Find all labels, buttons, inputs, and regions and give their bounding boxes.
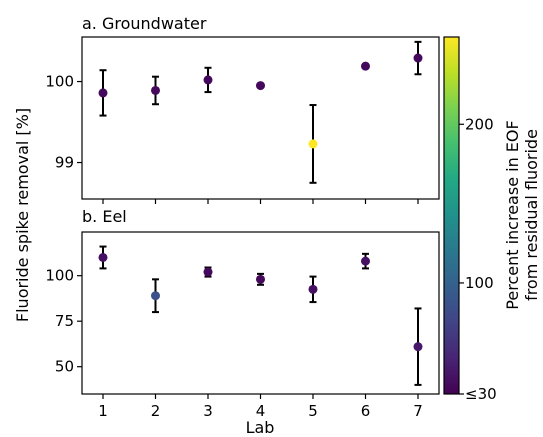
x-tick-label: 2 bbox=[151, 402, 161, 420]
x-tick-label: 3 bbox=[203, 402, 213, 420]
x-tick-label: 4 bbox=[256, 402, 266, 420]
data-point bbox=[256, 81, 265, 91]
panel-b-points bbox=[98, 252, 423, 352]
panel-a-y-ticks: 99 100 bbox=[45, 73, 82, 172]
y-tick-label: 100 bbox=[45, 267, 74, 285]
panel-a-title: a. Groundwater bbox=[82, 14, 207, 33]
colorbar-tick-label: 200 bbox=[465, 115, 494, 133]
data-point bbox=[413, 342, 423, 352]
data-point bbox=[256, 274, 265, 284]
panel-b-error-bars bbox=[99, 245, 422, 386]
colorbar-gradient bbox=[444, 37, 459, 394]
y-tick-label: 100 bbox=[45, 73, 74, 91]
y-axis-label: Fluoride spike removal [%] bbox=[13, 108, 32, 322]
data-point bbox=[98, 252, 108, 262]
x-tick-label: 7 bbox=[413, 402, 423, 420]
panel-a-x-ticks bbox=[102, 199, 419, 204]
x-axis-label: Lab bbox=[246, 418, 275, 437]
data-point bbox=[203, 75, 213, 85]
x-tick-label: 1 bbox=[98, 402, 108, 420]
y-tick-label: 50 bbox=[55, 358, 74, 376]
colorbar-label-line2: from residual fluoride bbox=[522, 129, 541, 301]
panel-groundwater: a. Groundwater 99 100 bbox=[45, 14, 440, 204]
panel-a-frame bbox=[81, 36, 440, 200]
panel-b-x-ticks: 1 2 3 4 5 6 7 bbox=[98, 394, 423, 420]
panel-a-points bbox=[98, 53, 423, 149]
colorbar-frame bbox=[443, 36, 460, 395]
y-tick-label: 99 bbox=[55, 154, 74, 172]
colorbar: ≤30 100 200 Percent increase in EOF from r… bbox=[443, 36, 541, 403]
colorbar-tick-label: 100 bbox=[465, 274, 494, 292]
panel-b-title: b. Eel bbox=[82, 207, 127, 226]
data-point bbox=[308, 139, 318, 149]
colorbar-label-line1: Percent increase in EOF bbox=[503, 120, 522, 309]
data-point bbox=[361, 61, 370, 71]
colorbar-ticks: ≤30 100 200 bbox=[459, 115, 497, 403]
data-point bbox=[203, 267, 213, 277]
data-point bbox=[151, 291, 160, 301]
colorbar-tick-label: ≤30 bbox=[465, 385, 497, 403]
y-tick-label: 75 bbox=[55, 312, 74, 330]
panel-b-y-ticks: 50 75 100 bbox=[45, 267, 82, 376]
data-point bbox=[413, 53, 423, 63]
panel-a-error-bars bbox=[99, 40, 422, 184]
x-tick-label: 5 bbox=[308, 402, 318, 420]
data-point bbox=[361, 256, 370, 266]
x-tick-label: 6 bbox=[361, 402, 371, 420]
data-point bbox=[308, 284, 318, 294]
data-point bbox=[98, 88, 108, 98]
data-point bbox=[151, 85, 160, 95]
panel-b-frame bbox=[81, 231, 440, 395]
panel-eel: b. Eel 50 75 100 1 2 3 4 5 6 7 bbox=[45, 207, 440, 420]
